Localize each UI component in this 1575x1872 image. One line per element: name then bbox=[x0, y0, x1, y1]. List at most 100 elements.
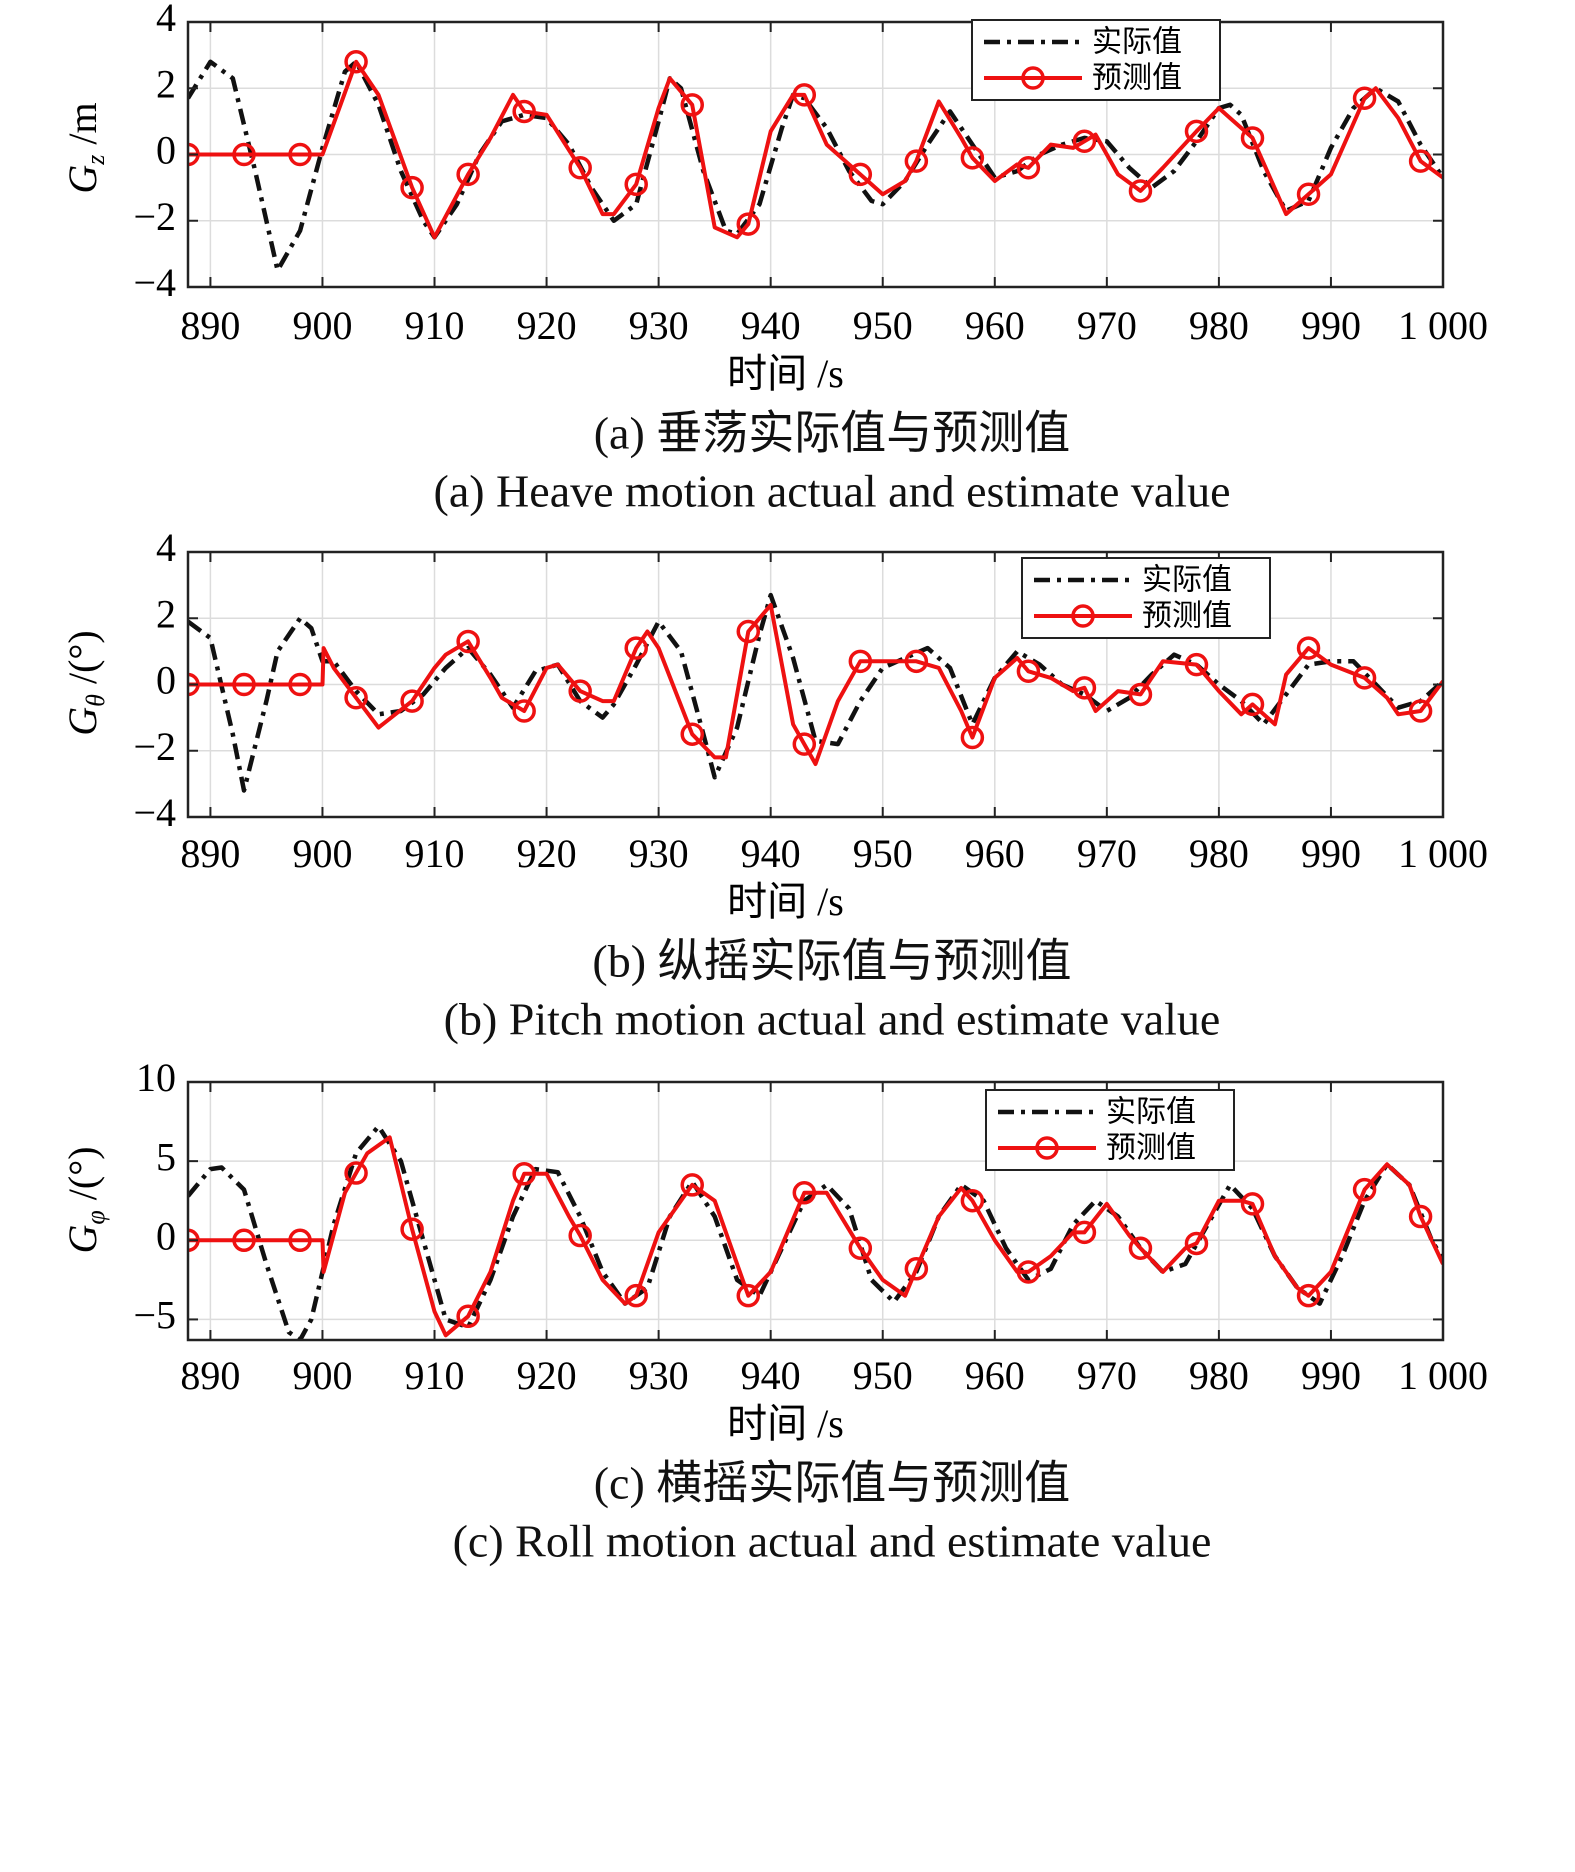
x-axis-label: 时间 /s bbox=[727, 1401, 844, 1446]
estimate-marker bbox=[232, 1228, 256, 1253]
y-tick-label: 2 bbox=[156, 61, 176, 106]
caption-cn: (a) 垂荡实际值与预测值 bbox=[594, 408, 1071, 459]
legend-estimate-label: 预测值 bbox=[1106, 1131, 1196, 1166]
x-tick-label: 950 bbox=[853, 303, 913, 348]
estimate-marker bbox=[400, 1217, 424, 1241]
estimate-marker bbox=[792, 1181, 817, 1205]
estimate-marker bbox=[624, 172, 648, 197]
estimate-series-line bbox=[188, 603, 1443, 766]
estimate-marker bbox=[904, 649, 929, 674]
legend-estimate-marker bbox=[1071, 604, 1095, 628]
y-tick-label: −2 bbox=[133, 724, 176, 769]
estimate-marker bbox=[680, 722, 704, 746]
x-axis-label: 时间 /s bbox=[727, 351, 844, 396]
estimate-marker bbox=[736, 212, 761, 236]
estimate-marker bbox=[288, 1228, 312, 1253]
estimate-marker bbox=[1408, 1204, 1433, 1229]
legend-box bbox=[1021, 557, 1271, 639]
estimate-marker bbox=[792, 83, 817, 107]
x-tick-label: 970 bbox=[1077, 303, 1137, 348]
x-tick-label: 930 bbox=[629, 1353, 689, 1398]
y-axis-label: Gφ /(°) bbox=[60, 1146, 110, 1253]
chart-panel-1: 890 900 910 920 930 940 950 960 970 980 990 1 000 −4… bbox=[60, 0, 1488, 517]
x-tick-label: 960 bbox=[965, 831, 1025, 876]
caption-en: (b) Pitch motion actual and estimate val… bbox=[444, 994, 1221, 1045]
x-tick-label: 990 bbox=[1301, 1353, 1361, 1398]
x-tick-label: 970 bbox=[1077, 831, 1137, 876]
x-tick-label: 980 bbox=[1189, 831, 1249, 876]
estimate-marker bbox=[456, 629, 480, 654]
legend-box bbox=[971, 19, 1221, 101]
estimate-marker bbox=[512, 1162, 536, 1186]
estimate-marker bbox=[232, 672, 256, 697]
x-tick-label: 930 bbox=[629, 831, 689, 876]
y-tick-label: 10 bbox=[136, 1055, 176, 1100]
estimate-marker bbox=[624, 1283, 648, 1308]
x-tick-label: 1 000 bbox=[1398, 303, 1488, 348]
caption-en: (c) Roll motion actual and estimate valu… bbox=[453, 1516, 1212, 1567]
legend-estimate-marker bbox=[1035, 1136, 1059, 1160]
x-tick-label: 900 bbox=[292, 1353, 352, 1398]
y-tick-label: 0 bbox=[156, 658, 176, 703]
estimate-marker bbox=[1184, 1231, 1209, 1256]
x-tick-label: 900 bbox=[292, 831, 352, 876]
estimate-marker bbox=[568, 1223, 592, 1248]
estimate-marker bbox=[904, 1257, 929, 1281]
y-tick-label: −5 bbox=[133, 1293, 176, 1338]
series-group bbox=[188, 592, 1443, 793]
estimate-marker bbox=[1296, 636, 1321, 660]
estimate-marker bbox=[1072, 129, 1097, 153]
y-tick-label: 4 bbox=[156, 525, 176, 570]
x-tick-label: 1 000 bbox=[1398, 1353, 1488, 1398]
estimate-marker bbox=[1128, 1236, 1153, 1260]
x-tick-label: 950 bbox=[853, 831, 913, 876]
y-tick-label: −4 bbox=[133, 260, 176, 305]
estimate-marker bbox=[1296, 182, 1321, 206]
x-tick-label: 910 bbox=[405, 1353, 465, 1398]
x-tick-label: 920 bbox=[517, 303, 577, 348]
estimate-marker bbox=[1408, 149, 1433, 173]
estimate-marker bbox=[288, 672, 312, 697]
legend-estimate-label: 预测值 bbox=[1092, 61, 1182, 96]
estimate-marker bbox=[568, 156, 592, 180]
y-tick-label: −2 bbox=[133, 194, 176, 239]
actual-series-line bbox=[188, 1124, 1443, 1340]
estimate-marker bbox=[904, 149, 929, 173]
y-tick-label: 0 bbox=[156, 1213, 176, 1258]
y-tick-label: 4 bbox=[156, 0, 176, 40]
estimate-marker bbox=[400, 689, 424, 713]
estimate-marker bbox=[344, 1161, 368, 1185]
x-tick-label: 930 bbox=[629, 303, 689, 348]
x-tick-label: 890 bbox=[180, 831, 240, 876]
legend-estimate-marker bbox=[1021, 66, 1045, 90]
estimate-marker bbox=[1128, 682, 1153, 707]
legend-actual-label: 实际值 bbox=[1142, 563, 1232, 598]
x-tick-label: 890 bbox=[180, 303, 240, 348]
x-tick-label: 900 bbox=[292, 303, 352, 348]
estimate-marker bbox=[568, 679, 592, 703]
estimate-marker bbox=[344, 686, 368, 710]
x-tick-label: 990 bbox=[1301, 303, 1361, 348]
estimate-marker bbox=[624, 636, 648, 660]
x-tick-label: 980 bbox=[1189, 303, 1249, 348]
legend-box bbox=[985, 1089, 1235, 1171]
estimate-marker bbox=[512, 699, 536, 723]
estimate-marker bbox=[512, 99, 536, 124]
x-tick-label: 960 bbox=[965, 303, 1025, 348]
estimate-marker bbox=[288, 142, 312, 167]
estimate-marker bbox=[848, 649, 873, 674]
x-tick-label: 910 bbox=[405, 831, 465, 876]
estimate-marker bbox=[680, 1173, 704, 1197]
estimate-marker bbox=[960, 725, 985, 750]
estimate-marker bbox=[344, 50, 368, 74]
legend-estimate-label: 预测值 bbox=[1142, 599, 1232, 634]
x-tick-label: 940 bbox=[741, 1353, 801, 1398]
estimate-marker bbox=[1016, 1260, 1041, 1284]
estimate-marker bbox=[400, 175, 424, 200]
estimate-marker bbox=[736, 619, 761, 644]
estimate-marker bbox=[848, 162, 873, 187]
y-axis-label: Gz /m bbox=[60, 102, 110, 193]
estimate-marker bbox=[1352, 666, 1377, 690]
